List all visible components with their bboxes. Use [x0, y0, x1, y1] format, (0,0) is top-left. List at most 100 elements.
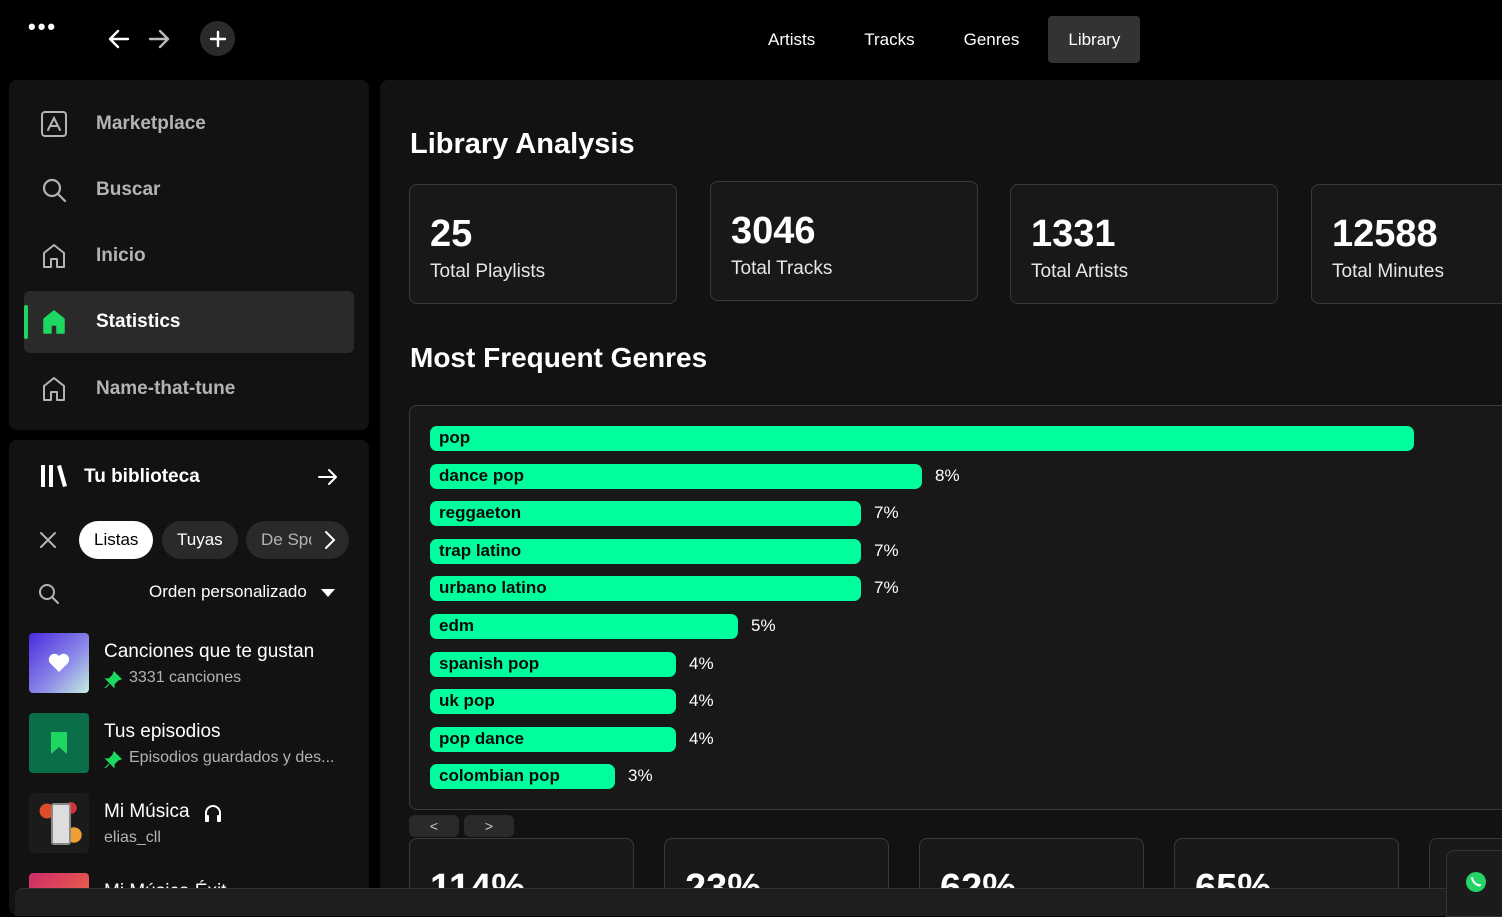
chart-bar-label: trap latino — [439, 541, 522, 560]
arrow-right-icon[interactable] — [317, 466, 339, 488]
list-item-title: Mi Música — [104, 801, 190, 822]
chart-bar-label: edm — [439, 616, 474, 635]
forward-arrow-icon[interactable] — [144, 24, 174, 54]
episodes-cover — [29, 713, 89, 773]
heart-icon — [48, 653, 70, 672]
chip-listas[interactable]: Listas — [79, 521, 154, 559]
list-item-subtitle: Episodios guardados y des... — [129, 749, 335, 766]
mi-musica-cover — [29, 793, 89, 853]
phone-icon — [51, 803, 71, 845]
list-item-title: Canciones que te gustan — [104, 641, 315, 662]
stat-card-artists: 1331 Total Artists — [1010, 184, 1278, 304]
chart-bar-label: dance pop — [439, 466, 525, 485]
section-title-genres: Most Frequent Genres — [410, 342, 708, 373]
marketplace-icon — [41, 111, 67, 137]
chart-bar: urbano latino — [430, 576, 861, 601]
active-indicator — [24, 305, 28, 339]
genres-bar-chart: pop dance pop 8% reggaeton 7% trap latino 7% ur… — [409, 405, 1502, 810]
home-icon — [43, 377, 65, 401]
chips-scroll-right-button[interactable] — [311, 521, 349, 559]
nav-item-label: Inicio — [96, 245, 146, 266]
stat-caption: Total Tracks — [731, 258, 833, 279]
close-icon[interactable] — [38, 530, 58, 550]
library-icon[interactable] — [40, 464, 68, 488]
more-options-icon[interactable]: ••• — [28, 14, 58, 39]
chart-bar: edm — [430, 614, 738, 639]
whatsapp-icon — [1466, 872, 1486, 892]
nav-item-name-that-tune[interactable]: Name-that-tune — [24, 358, 354, 420]
page-title: Library Analysis — [410, 128, 635, 160]
chart-bar: pop dance — [430, 727, 676, 752]
list-item-subtitle: 3331 canciones — [129, 669, 242, 686]
create-button[interactable] — [200, 21, 235, 56]
list-item-liked-songs[interactable]: Canciones que te gustan 3331 canciones — [29, 633, 359, 697]
chart-value-label: 4% — [689, 691, 714, 710]
search-icon[interactable] — [38, 583, 60, 605]
stat-card-minutes: 12588 Total Minutes — [1311, 184, 1502, 304]
chart-bar: trap latino — [430, 539, 861, 564]
chart-value-label: 4% — [689, 729, 714, 748]
top-bar: ••• Artists Tracks Genres Library — [0, 0, 1502, 78]
tab-genres[interactable]: Genres — [963, 29, 1020, 49]
library-panel: Tu biblioteca Listas Tuyas De Spo Orden … — [9, 440, 369, 915]
headphones-icon — [205, 805, 221, 822]
nav-item-marketplace[interactable]: Marketplace — [24, 93, 354, 155]
tab-library[interactable]: Library — [1048, 16, 1141, 63]
chip-tuyas[interactable]: Tuyas — [162, 521, 238, 559]
nav-item-label: Marketplace — [96, 113, 206, 134]
chart-bar: pop — [430, 426, 1414, 451]
chart-value-label: 7% — [874, 578, 899, 597]
chart-value-label: 5% — [751, 616, 776, 635]
pager-prev-button[interactable]: < — [409, 815, 459, 837]
chart-bar-label: pop — [439, 428, 471, 447]
stat-caption: Total Artists — [1031, 261, 1129, 282]
main-content: Library Analysis 25 Total Playlists 3046… — [380, 80, 1502, 915]
home-icon — [43, 244, 65, 268]
top-tabs: Artists Tracks Genres Library — [748, 16, 1141, 63]
stat-value: 25 — [430, 213, 473, 255]
chart-bar-label: reggaeton — [439, 503, 522, 522]
now-playing-bar — [15, 888, 1502, 916]
pin-icon — [104, 671, 122, 689]
home-filled-icon — [43, 310, 65, 334]
stat-value: 12588 — [1332, 213, 1438, 255]
stat-caption: Total Playlists — [430, 261, 546, 282]
stat-caption: Total Minutes — [1332, 261, 1444, 282]
pager-next-button[interactable]: > — [464, 815, 514, 837]
whatsapp-widget[interactable] — [1446, 850, 1502, 917]
back-arrow-icon[interactable] — [104, 24, 134, 54]
chart-bar-label: urbano latino — [439, 578, 547, 597]
stat-card-tracks: 3046 Total Tracks — [710, 181, 978, 301]
stat-card-playlists: 25 Total Playlists — [409, 184, 677, 304]
tab-tracks[interactable]: Tracks — [864, 29, 915, 49]
library-title[interactable]: Tu biblioteca — [84, 466, 200, 487]
chart-value-label: 3% — [628, 766, 653, 785]
liked-songs-cover — [29, 633, 89, 693]
stat-value: 1331 — [1031, 213, 1116, 255]
chart-bar-label: colombian pop — [439, 766, 560, 785]
tab-artists[interactable]: Artists — [768, 29, 816, 49]
chart-value-label: 7% — [874, 503, 899, 522]
chart-bar: spanish pop — [430, 652, 676, 677]
list-item-mi-musica[interactable]: Mi Música elias_cll — [29, 793, 359, 857]
sort-dropdown[interactable]: Orden personalizado — [149, 582, 307, 601]
caret-down-icon[interactable] — [321, 588, 335, 598]
pin-icon — [104, 751, 122, 769]
nav-item-label: Buscar — [96, 179, 161, 200]
chart-value-label: 8% — [935, 466, 960, 485]
chart-value-label: 7% — [874, 541, 899, 560]
list-item-subtitle: elias_cll — [104, 829, 161, 846]
plus-icon — [209, 30, 226, 47]
list-item-title: Tus episodios — [104, 721, 221, 742]
chart-bar-label: uk pop — [439, 691, 495, 710]
nav-item-buscar[interactable]: Buscar — [24, 159, 354, 221]
nav-item-statistics[interactable]: Statistics — [24, 291, 354, 353]
list-item-episodes[interactable]: Tus episodios Episodios guardados y des.… — [29, 713, 359, 777]
nav-panel: Marketplace Buscar Inicio Statistics Nam… — [9, 80, 369, 430]
chevron-right-icon — [325, 531, 336, 549]
search-icon — [42, 178, 67, 203]
nav-item-label: Name-that-tune — [96, 378, 236, 399]
nav-item-inicio[interactable]: Inicio — [24, 225, 354, 287]
chart-bar: uk pop — [430, 689, 676, 714]
stat-value: 3046 — [731, 210, 816, 252]
